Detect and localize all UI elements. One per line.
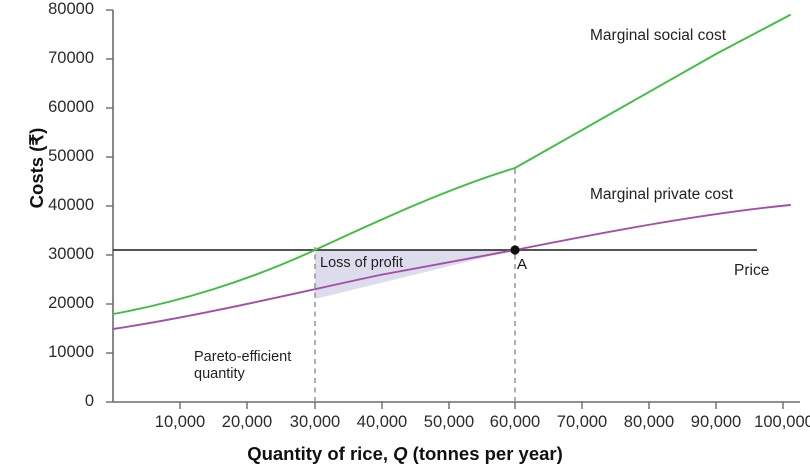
x-tick-label-70000: 70,000 (556, 413, 608, 431)
point-a-label: A (517, 256, 528, 273)
pareto-efficient-quantity-label: Pareto-efficient quantity (194, 349, 291, 383)
price-label: Price (734, 262, 770, 279)
x-tick-label-60000: 60,000 (489, 413, 541, 431)
x-tick-label-20000: 20,000 (221, 413, 273, 431)
x-axis-title-variable: Q (393, 443, 408, 464)
point-a-marker (510, 245, 520, 255)
y-tick-label-30000: 30000 (48, 245, 94, 263)
y-tick-label-80000: 80000 (48, 0, 94, 18)
loss-of-profit-region (315, 250, 515, 299)
y-tick-label-70000: 70000 (48, 49, 94, 67)
x-tick-label-80000: 80,000 (623, 413, 675, 431)
x-axis-ticks (179, 402, 784, 409)
x-tick-label-100000: 100,000 (754, 413, 810, 431)
pareto-label-line-1: Pareto-efficient (194, 349, 292, 365)
x-tick-label-90000: 90,000 (690, 413, 742, 431)
x-tick-label-40000: 40,000 (356, 413, 408, 431)
x-tick-label-50000: 50,000 (423, 413, 475, 431)
x-tick-label-10000: 10,000 (154, 413, 206, 431)
y-axis-ticks (106, 9, 113, 403)
marginal-private-cost-label: Marginal private cost (590, 186, 734, 203)
x-axis-title-suffix: (tonnes per year) (407, 443, 563, 464)
y-tick-label-50000: 50000 (48, 147, 94, 165)
y-tick-label-10000: 10000 (48, 343, 94, 361)
x-axis-title: Quantity of rice, Q (tonnes per year) (0, 443, 810, 465)
y-tick-label-0: 0 (84, 392, 94, 410)
marginal-social-cost-curve (112, 14, 791, 315)
x-axis-title-prefix: Quantity of rice, (247, 443, 394, 464)
marginal-social-cost-label: Marginal social cost (590, 27, 727, 44)
loss-of-profit-label: Loss of profit (320, 255, 404, 271)
y-tick-label-20000: 20000 (48, 294, 94, 312)
y-tick-label-40000: 40000 (48, 196, 94, 214)
pareto-label-line-2: quantity (194, 366, 245, 383)
y-axis-title: Costs (₹) (26, 127, 47, 209)
y-tick-label-60000: 60000 (48, 98, 94, 116)
x-tick-label-30000: 30,000 (289, 413, 341, 431)
marginal-private-cost-curve (112, 204, 791, 330)
